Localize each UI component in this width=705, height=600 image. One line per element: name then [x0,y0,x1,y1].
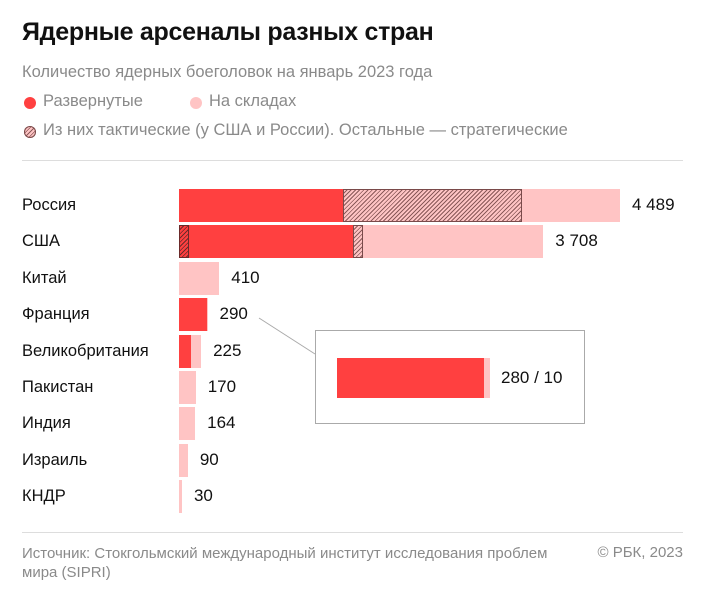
bar-stored [362,225,544,259]
bar-stored [190,334,202,368]
category-label: Великобритания [22,341,149,360]
bar-deployed [179,189,344,222]
category-label: КНДР [22,487,66,506]
callout-box: 280 / 10 [315,330,585,424]
value-label: 3 708 [555,231,598,251]
bar-deployed [179,334,191,368]
bar-stored-tactical [343,189,522,222]
top-divider [22,160,683,161]
bar-stored [179,443,188,477]
callout-stored-bar [484,358,490,398]
chart-title: Ядерные арсеналы разных стран [22,18,434,46]
legend-deployed-label: Развернутые [43,92,143,110]
bottom-divider [22,532,683,533]
category-label: США [22,232,61,251]
value-label: 164 [207,413,236,433]
callout-label: 280 / 10 [501,368,563,387]
bar-stored [179,480,182,514]
category-label: Израиль [22,450,88,469]
category-label: Индия [22,414,71,433]
legend-stored-swatch [190,97,202,109]
value-label: 170 [207,377,237,396]
bar-stored [521,189,620,222]
callout-deployed-bar [337,358,484,398]
bar-stored [179,261,220,295]
chart-subtitle: Количество ядерных боеголовок на январь … [22,63,433,81]
copyright: © РБК, 2023 [597,544,683,561]
callout-line [258,317,316,355]
bar-deployed [188,225,353,259]
legend-tactical-label: Из них тактические (у США и России). Ост… [43,121,568,139]
source-note: Источник: Стокгольмский международный ин… [22,545,548,581]
bar-deployed-tactical [179,225,189,259]
value-label: 4 489 [632,195,675,214]
bar-stored [179,407,196,441]
bar-deployed [179,298,207,332]
value-label: 30 [193,486,213,506]
legend-stored-label: На складах [209,92,297,110]
legend-deployed-swatch [24,97,36,109]
category-label: Китай [22,268,67,287]
value-label: 290 [219,304,248,324]
value-label: 410 [231,267,260,287]
bar-stored-tactical [352,225,363,259]
category-label: Пакистан [22,378,94,396]
value-label: 225 [213,340,242,360]
value-label: 90 [199,449,219,469]
bar-stored [179,371,196,404]
bar-stored [206,298,208,332]
category-label: Россия [22,196,77,214]
legend-tactical-swatch [24,126,36,138]
category-label: Франция [22,305,90,324]
